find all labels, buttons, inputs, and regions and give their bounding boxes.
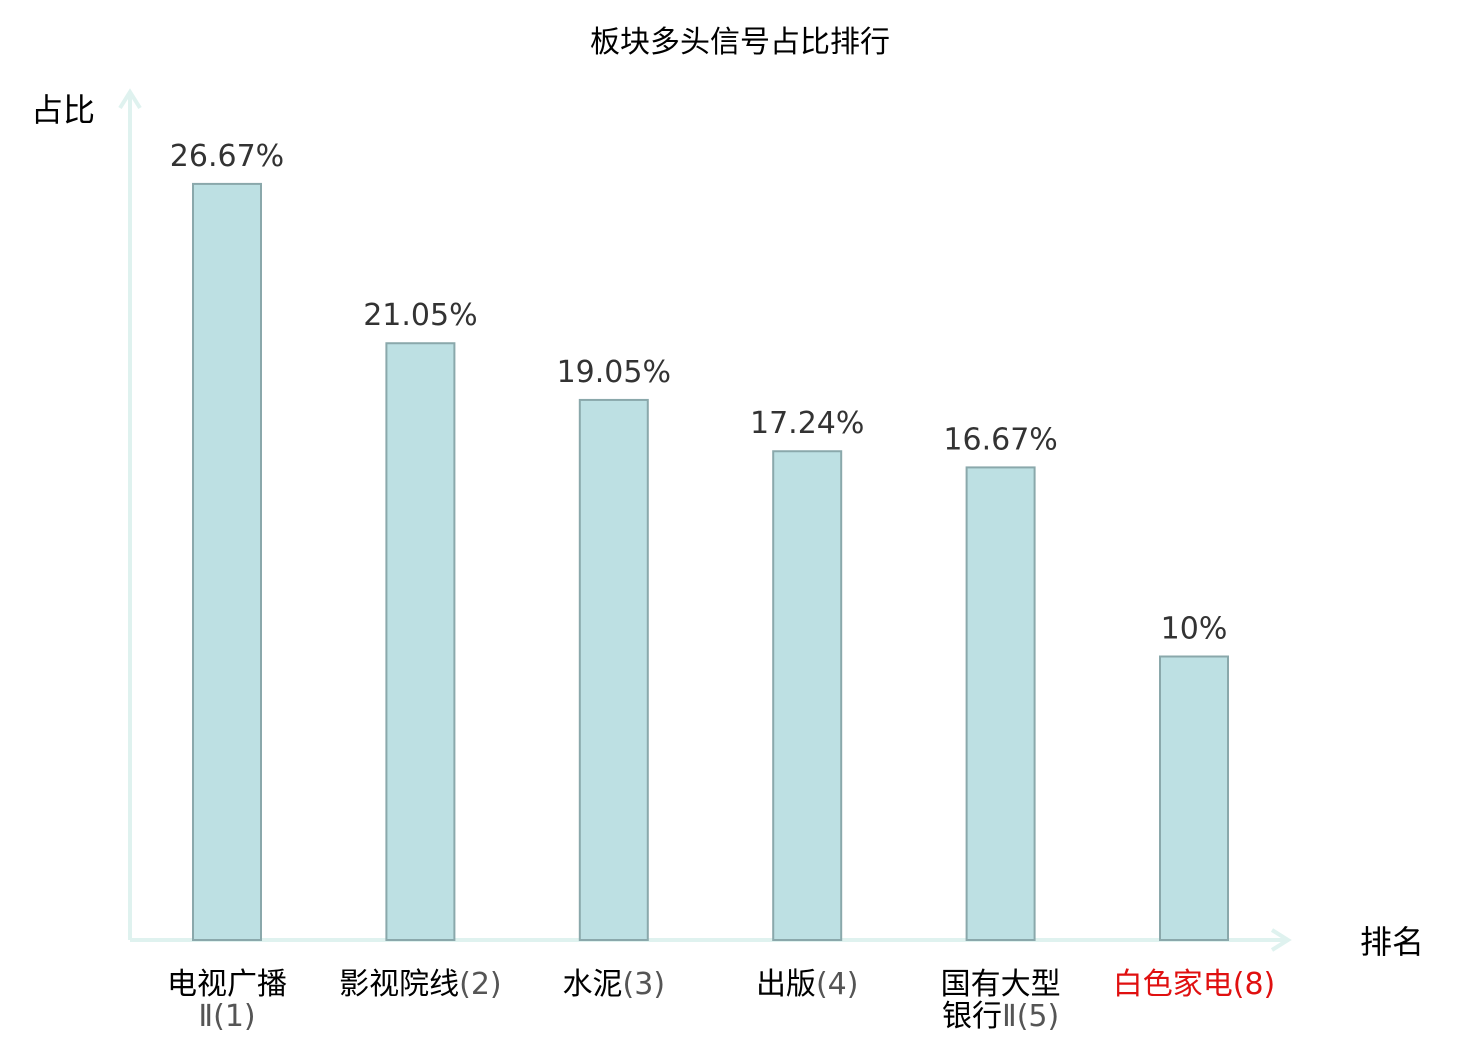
bar-1 — [192, 182, 262, 941]
y-axis-label: 占比 — [31, 91, 95, 129]
category-label-1-line-2: Ⅱ(1) — [198, 999, 255, 1034]
bar-5 — [965, 466, 1036, 941]
y-axis-arrow — [118, 88, 142, 110]
category-label-5-line-2: 银行Ⅱ(5) — [942, 999, 1059, 1034]
category-label-6-line-1: 白色家电(8) — [1113, 967, 1276, 1002]
category-label-1-line-1: 电视广播 — [167, 967, 287, 1002]
value-label-6: 10% — [1161, 612, 1228, 647]
axes — [118, 88, 1292, 952]
chart-title: 板块多头信号占比排行 — [590, 25, 890, 60]
value-label-4: 17.24% — [750, 406, 864, 441]
value-label-2: 21.05% — [363, 298, 477, 333]
bar-2 — [385, 342, 456, 942]
category-label-4-line-1: 出版(4) — [756, 967, 859, 1002]
bar-4 — [772, 450, 843, 941]
category-label-5-line-1: 国有大型 — [941, 967, 1061, 1002]
value-label-3: 19.05% — [557, 355, 671, 390]
bar-6 — [1159, 655, 1229, 941]
x-axis-label: 排名 — [1360, 923, 1424, 961]
bar-3 — [578, 398, 649, 941]
value-label-5: 16.67% — [943, 422, 1057, 457]
x-axis-arrow — [1270, 928, 1292, 952]
category-label-3-line-1: 水泥(3) — [563, 967, 666, 1002]
value-labels-group: 26.67% 21.05% 19.05% 17.24% 16.67% 10% — [170, 139, 1228, 647]
bars-group — [192, 182, 1229, 942]
category-label-2-line-1: 影视院线(2) — [339, 967, 502, 1002]
value-label-1: 26.67% — [170, 139, 284, 174]
